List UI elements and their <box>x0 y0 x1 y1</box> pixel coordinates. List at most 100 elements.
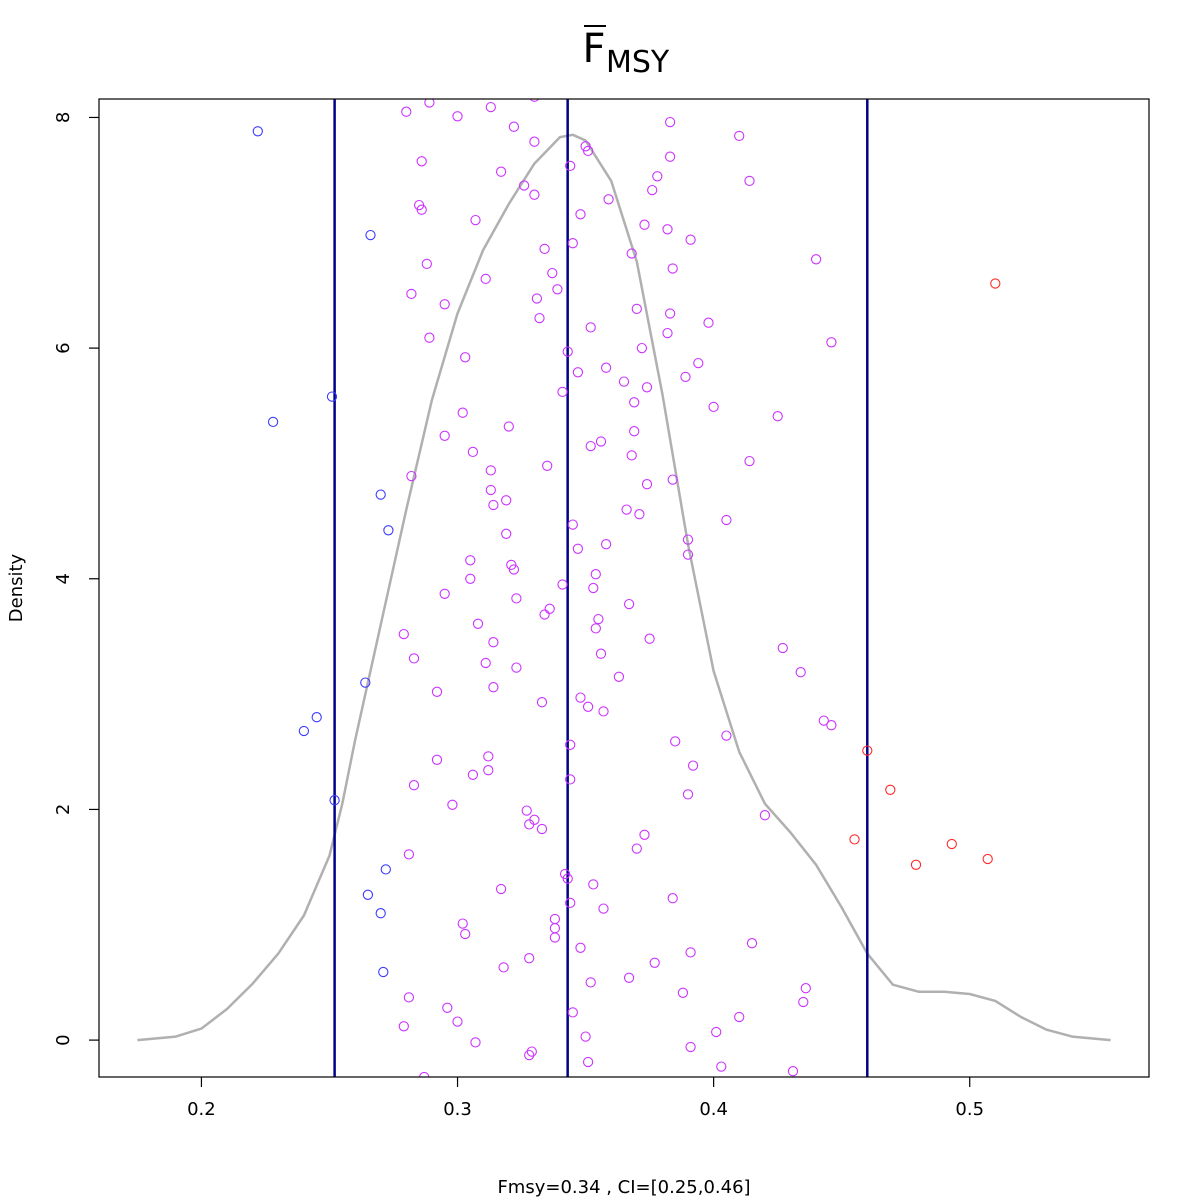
scatter-point <box>667 263 678 274</box>
scatter-point <box>447 799 458 810</box>
scatter-point <box>910 859 922 870</box>
scatter-point <box>398 1021 409 1032</box>
scatter-point <box>595 436 607 447</box>
scatter-point <box>629 397 640 408</box>
scatter-point <box>460 352 471 363</box>
scatter-point <box>685 947 696 958</box>
scatter-point <box>252 126 263 137</box>
scatter-point <box>329 795 340 806</box>
scatter-point <box>524 953 535 964</box>
scatter-point <box>600 539 612 550</box>
scatter-point <box>685 234 696 245</box>
scatter-point <box>641 382 653 393</box>
scatter-point <box>644 633 655 644</box>
scatter-point <box>431 754 443 765</box>
scatter-point <box>483 765 494 776</box>
scatter-point <box>708 401 719 413</box>
scatter-point <box>772 411 783 422</box>
scatter-point <box>585 322 596 333</box>
scatter-point <box>488 637 499 648</box>
scatter-point <box>623 598 635 610</box>
scatter-point <box>547 267 558 279</box>
scatter-point <box>623 972 635 983</box>
scatter-point <box>421 258 432 270</box>
y-tick-label: 4 <box>53 573 74 584</box>
scatter-point <box>590 569 601 580</box>
scatter-point <box>529 814 540 825</box>
scatter-point <box>636 342 648 354</box>
scatter-point <box>575 692 586 703</box>
scatter-point <box>557 579 568 590</box>
scatter-point <box>982 853 993 865</box>
plot-frame <box>98 98 1150 1078</box>
scatter-point <box>590 623 601 634</box>
y-tick-label: 6 <box>53 342 74 353</box>
scatter-point <box>362 889 374 900</box>
scatter-point <box>503 421 514 432</box>
scatter-point <box>744 455 755 467</box>
scatter-point <box>641 479 653 490</box>
scatter-point <box>885 784 896 795</box>
scatter-point <box>582 1056 594 1068</box>
scatter-point <box>467 769 479 780</box>
scatter-point <box>452 1016 463 1027</box>
x-tick-label: 0.3 <box>443 1099 472 1120</box>
scatter-point <box>552 284 563 295</box>
y-tick-label: 0 <box>53 1034 74 1045</box>
scatter-point <box>585 977 596 988</box>
scatter-point <box>990 278 1001 289</box>
scatter-point <box>600 362 612 373</box>
scatter-point <box>431 686 443 697</box>
scatter-point <box>582 145 594 157</box>
scatter-point <box>465 573 476 584</box>
scatter-point <box>664 116 676 128</box>
scatter-point <box>485 465 496 476</box>
scatter-point <box>508 564 520 575</box>
scatter-point <box>662 224 673 235</box>
scatter-point <box>439 430 450 441</box>
scatter-point <box>485 484 496 496</box>
scatter-point <box>734 130 745 142</box>
scatter-point <box>565 897 576 909</box>
scatter-point <box>539 243 550 255</box>
scatter-point <box>862 745 873 756</box>
scatter-point <box>457 407 468 418</box>
scatter-point <box>626 450 637 461</box>
scatter-point <box>629 426 640 437</box>
scatter-point <box>598 903 609 914</box>
scatter-point <box>380 864 391 875</box>
scatter-point <box>744 175 755 187</box>
scatter-point <box>298 725 310 737</box>
scatter-point <box>549 923 561 934</box>
scatter-point <box>439 588 450 599</box>
scatter-point <box>682 549 694 560</box>
scatter-point <box>588 879 599 890</box>
scatter-point <box>439 299 450 310</box>
scatter-point <box>531 293 543 304</box>
scatter-point <box>424 99 435 108</box>
scatter-point <box>567 519 578 530</box>
scatter-point <box>800 983 811 994</box>
scatter-point <box>946 838 957 850</box>
scatter-point <box>711 1026 722 1038</box>
scatter-point <box>480 273 491 285</box>
scatter-point <box>746 938 758 949</box>
plot-content <box>137 99 1111 1077</box>
x-tick-label: 0.4 <box>699 1099 728 1120</box>
scatter-point <box>424 332 435 343</box>
scatter-point <box>631 843 642 854</box>
scatter-point <box>588 582 599 594</box>
scatter-point <box>585 440 596 452</box>
scatter-point <box>539 609 550 620</box>
scatter-point <box>383 525 394 536</box>
scatter-point <box>575 942 586 953</box>
scatter-point <box>498 962 509 973</box>
scatter-point <box>549 913 561 925</box>
scatter-point <box>442 1002 453 1013</box>
scatter-point <box>613 671 625 682</box>
scatter-point <box>408 780 420 791</box>
scatter-point <box>526 1046 537 1057</box>
scatter-point <box>777 642 788 654</box>
scatter-point <box>693 357 704 369</box>
